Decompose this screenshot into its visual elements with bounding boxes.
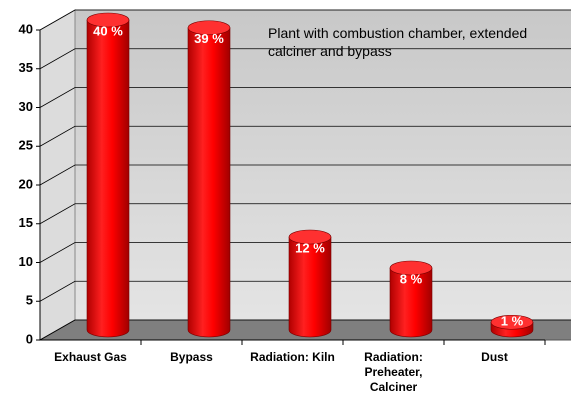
x-tick-label: Radiation: Kiln xyxy=(250,350,335,364)
value-label: 39 % xyxy=(194,31,224,46)
x-tick-label: Radiation: Preheater, Calciner xyxy=(364,350,423,394)
y-tick-label: 10 xyxy=(19,254,33,269)
cylinder xyxy=(288,236,332,338)
cylinder xyxy=(86,19,130,338)
grid-line xyxy=(39,242,571,263)
cylinder-top xyxy=(187,20,231,36)
cylinder-top xyxy=(86,12,130,28)
grid-line xyxy=(39,125,571,147)
x-tick-label: Exhaust Gas xyxy=(54,350,127,364)
y-tick-label: 5 xyxy=(26,293,33,308)
grid-line xyxy=(39,164,571,186)
y-tick-label: 40 xyxy=(19,21,33,36)
y-tick-label: 20 xyxy=(19,176,33,191)
grid-line xyxy=(39,203,571,225)
grid-line xyxy=(39,87,571,108)
cylinder-top xyxy=(288,229,332,245)
cylinder xyxy=(389,267,433,338)
grid-line xyxy=(39,9,571,31)
y-tick-label: 0 xyxy=(26,331,33,346)
cylinder xyxy=(187,27,231,338)
x-tick-label: Dust xyxy=(481,350,508,364)
y-tick-label: 25 xyxy=(19,138,33,153)
y-tick-label: 35 xyxy=(19,60,33,75)
value-label: 8 % xyxy=(400,271,423,286)
y-tick-label: 30 xyxy=(19,99,33,114)
grid-line xyxy=(39,48,571,70)
cylinder-top xyxy=(490,314,534,330)
value-label: 12 % xyxy=(295,240,325,255)
cylinder-top xyxy=(389,260,433,276)
y-tick-label: 15 xyxy=(19,215,33,230)
value-label: 1 % xyxy=(501,314,524,329)
value-label: 40 % xyxy=(93,23,123,38)
annotation: Plant with combustion chamber, extended … xyxy=(268,25,528,59)
x-tick-label: Bypass xyxy=(170,350,213,364)
